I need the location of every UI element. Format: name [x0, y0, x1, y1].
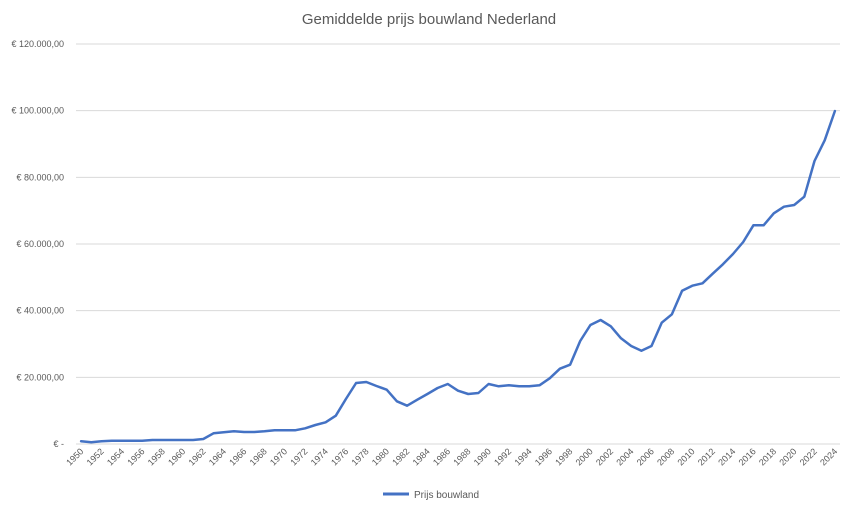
x-tick-label: 1986	[431, 446, 452, 467]
x-tick-label: 1972	[288, 446, 309, 467]
x-tick-label: 1950	[64, 446, 85, 467]
x-tick-label: 1960	[166, 446, 187, 467]
x-tick-label: 2004	[614, 446, 635, 467]
x-tick-label: 2014	[716, 446, 737, 467]
x-tick-label: 2018	[757, 446, 778, 467]
y-tick-label: € 120.000,00	[11, 39, 64, 49]
y-tick-label: € 20.000,00	[16, 372, 64, 382]
x-tick-label: 2020	[777, 446, 798, 467]
y-tick-label: € 100.000,00	[11, 106, 64, 116]
x-tick-label: 1974	[309, 446, 330, 467]
x-tick-label: 1968	[248, 446, 269, 467]
y-axis-tick-labels: € - € 20.000,00 € 40.000,00 € 60.000,00 € 80…	[11, 39, 64, 449]
x-tick-label: 2000	[574, 446, 595, 467]
x-tick-label: 1976	[329, 446, 350, 467]
x-tick-label: 2012	[696, 446, 717, 467]
legend[interactable]: Prijs bouwland	[383, 490, 479, 501]
x-tick-label: 1998	[553, 446, 574, 467]
x-tick-label: 2002	[594, 446, 615, 467]
y-tick-label: € 80.000,00	[16, 172, 64, 182]
x-tick-label: 2016	[737, 446, 758, 467]
y-tick-label: € -	[53, 439, 64, 449]
x-tick-label: 1958	[146, 446, 167, 467]
chart-title: Gemiddelde prijs bouwland Nederland	[302, 11, 556, 28]
x-tick-label: 2010	[675, 446, 696, 467]
x-tick-label: 1978	[349, 446, 370, 467]
y-tick-label: € 40.000,00	[16, 306, 64, 316]
x-tick-label: 1966	[227, 446, 248, 467]
x-tick-label: 1952	[85, 446, 106, 467]
x-tick-label: 1980	[370, 446, 391, 467]
x-tick-label: 1984	[411, 446, 432, 467]
x-axis-tick-labels: 1950 1952 1954 1956 1958 1960 1962 1964 1966 1968…	[64, 446, 839, 467]
x-tick-label: 1988	[451, 446, 472, 467]
x-tick-label: 2006	[635, 446, 656, 467]
series-group	[79, 109, 837, 444]
x-tick-label: 1992	[492, 446, 513, 467]
x-tick-label: 1956	[125, 446, 146, 467]
series-line-prijs-bouwland[interactable]	[79, 109, 837, 444]
y-tick-label: € 60.000,00	[16, 239, 64, 249]
x-tick-label: 1964	[207, 446, 228, 467]
x-tick-label: 1996	[533, 446, 554, 467]
x-tick-label: 1982	[390, 446, 411, 467]
x-tick-label: 1962	[187, 446, 208, 467]
x-tick-label: 1954	[105, 446, 126, 467]
x-tick-label: 2022	[798, 446, 819, 467]
x-tick-label: 2024	[818, 446, 839, 467]
legend-label-prijs-bouwland: Prijs bouwland	[414, 490, 479, 501]
y-gridlines	[76, 43, 840, 445]
x-tick-label: 1970	[268, 446, 289, 467]
x-tick-label: 2008	[655, 446, 676, 467]
x-tick-label: 1994	[512, 446, 533, 467]
x-tick-label: 1990	[472, 446, 493, 467]
